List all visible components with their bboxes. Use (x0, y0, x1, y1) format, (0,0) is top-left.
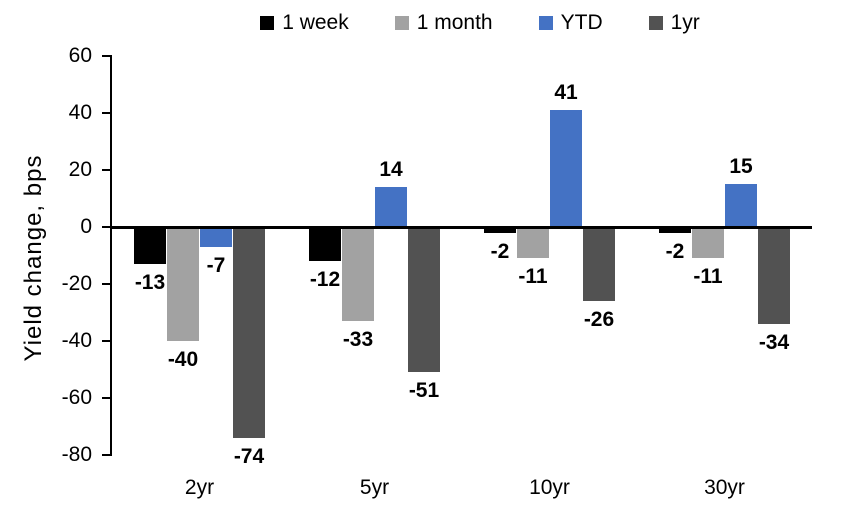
legend-label: YTD (560, 11, 603, 34)
y-tick-mark (102, 55, 112, 57)
legend-item: 1 week (260, 11, 349, 35)
bar (725, 184, 757, 228)
bar-value-label: -2 (490, 240, 510, 263)
chart-legend: 1 week 1 month YTD 1yr (130, 8, 830, 38)
legend-swatch-icon (260, 16, 275, 30)
y-tick-mark (102, 340, 112, 342)
bar-value-label: 15 (729, 155, 753, 179)
bar (583, 227, 615, 301)
legend-item: 1yr (648, 11, 700, 35)
y-tick-mark (102, 283, 112, 285)
y-tick-label: 0 (80, 215, 92, 238)
zero-axis-line (112, 225, 812, 229)
x-category-label: 30yr (704, 476, 745, 499)
legend-item: YTD (538, 11, 603, 35)
legend-label: 1yr (670, 11, 700, 34)
y-axis-line (110, 55, 112, 456)
legend-swatch-icon (394, 16, 409, 30)
bar (484, 227, 516, 233)
bar (375, 187, 407, 228)
bar-value-label: -7 (206, 254, 226, 277)
bar-value-label: -51 (408, 379, 440, 402)
y-tick-mark (102, 397, 112, 399)
bar (167, 227, 199, 341)
bar (692, 227, 724, 258)
bar-value-label: -11 (693, 265, 723, 288)
y-tick-mark (102, 169, 112, 171)
bar (342, 227, 374, 321)
y-tick-label: -80 (61, 443, 92, 466)
bar-value-label: -13 (134, 271, 166, 294)
y-tick-mark (102, 454, 112, 456)
bar-value-label: -12 (309, 268, 341, 291)
bar (134, 227, 166, 264)
bar-value-label: -40 (167, 348, 199, 371)
x-category-label: 5yr (359, 476, 390, 499)
bar-value-label: -11 (518, 265, 548, 288)
bar (408, 227, 440, 372)
bar-value-label: -74 (233, 445, 265, 468)
bar-value-label: -26 (583, 308, 615, 331)
bar-value-label: -2 (665, 240, 685, 263)
bar (550, 110, 582, 228)
bar-value-label: 41 (554, 81, 578, 105)
y-tick-label: 20 (68, 158, 92, 181)
legend-item: 1 month (394, 11, 493, 35)
bar-value-label: 14 (379, 158, 403, 182)
bar-value-label: -33 (342, 328, 374, 351)
legend-label: 1 month (416, 11, 493, 34)
bar (200, 227, 232, 247)
legend-label: 1 week (282, 11, 349, 34)
bar (758, 227, 790, 324)
y-tick-label: -20 (61, 272, 92, 295)
y-tick-label: -40 (61, 329, 92, 352)
bar (309, 227, 341, 261)
bar (233, 227, 265, 438)
bar (517, 227, 549, 258)
x-category-label: 2yr (184, 476, 215, 499)
legend-swatch-icon (648, 16, 663, 30)
y-tick-mark (102, 112, 112, 114)
y-tick-label: 60 (68, 44, 92, 67)
bar-value-label: -34 (758, 331, 790, 354)
y-tick-label: -60 (61, 386, 92, 409)
bar (659, 227, 691, 233)
legend-swatch-icon (538, 16, 553, 30)
y-tick-mark (102, 226, 112, 228)
y-tick-label: 40 (68, 101, 92, 124)
x-category-label: 10yr (529, 476, 570, 499)
